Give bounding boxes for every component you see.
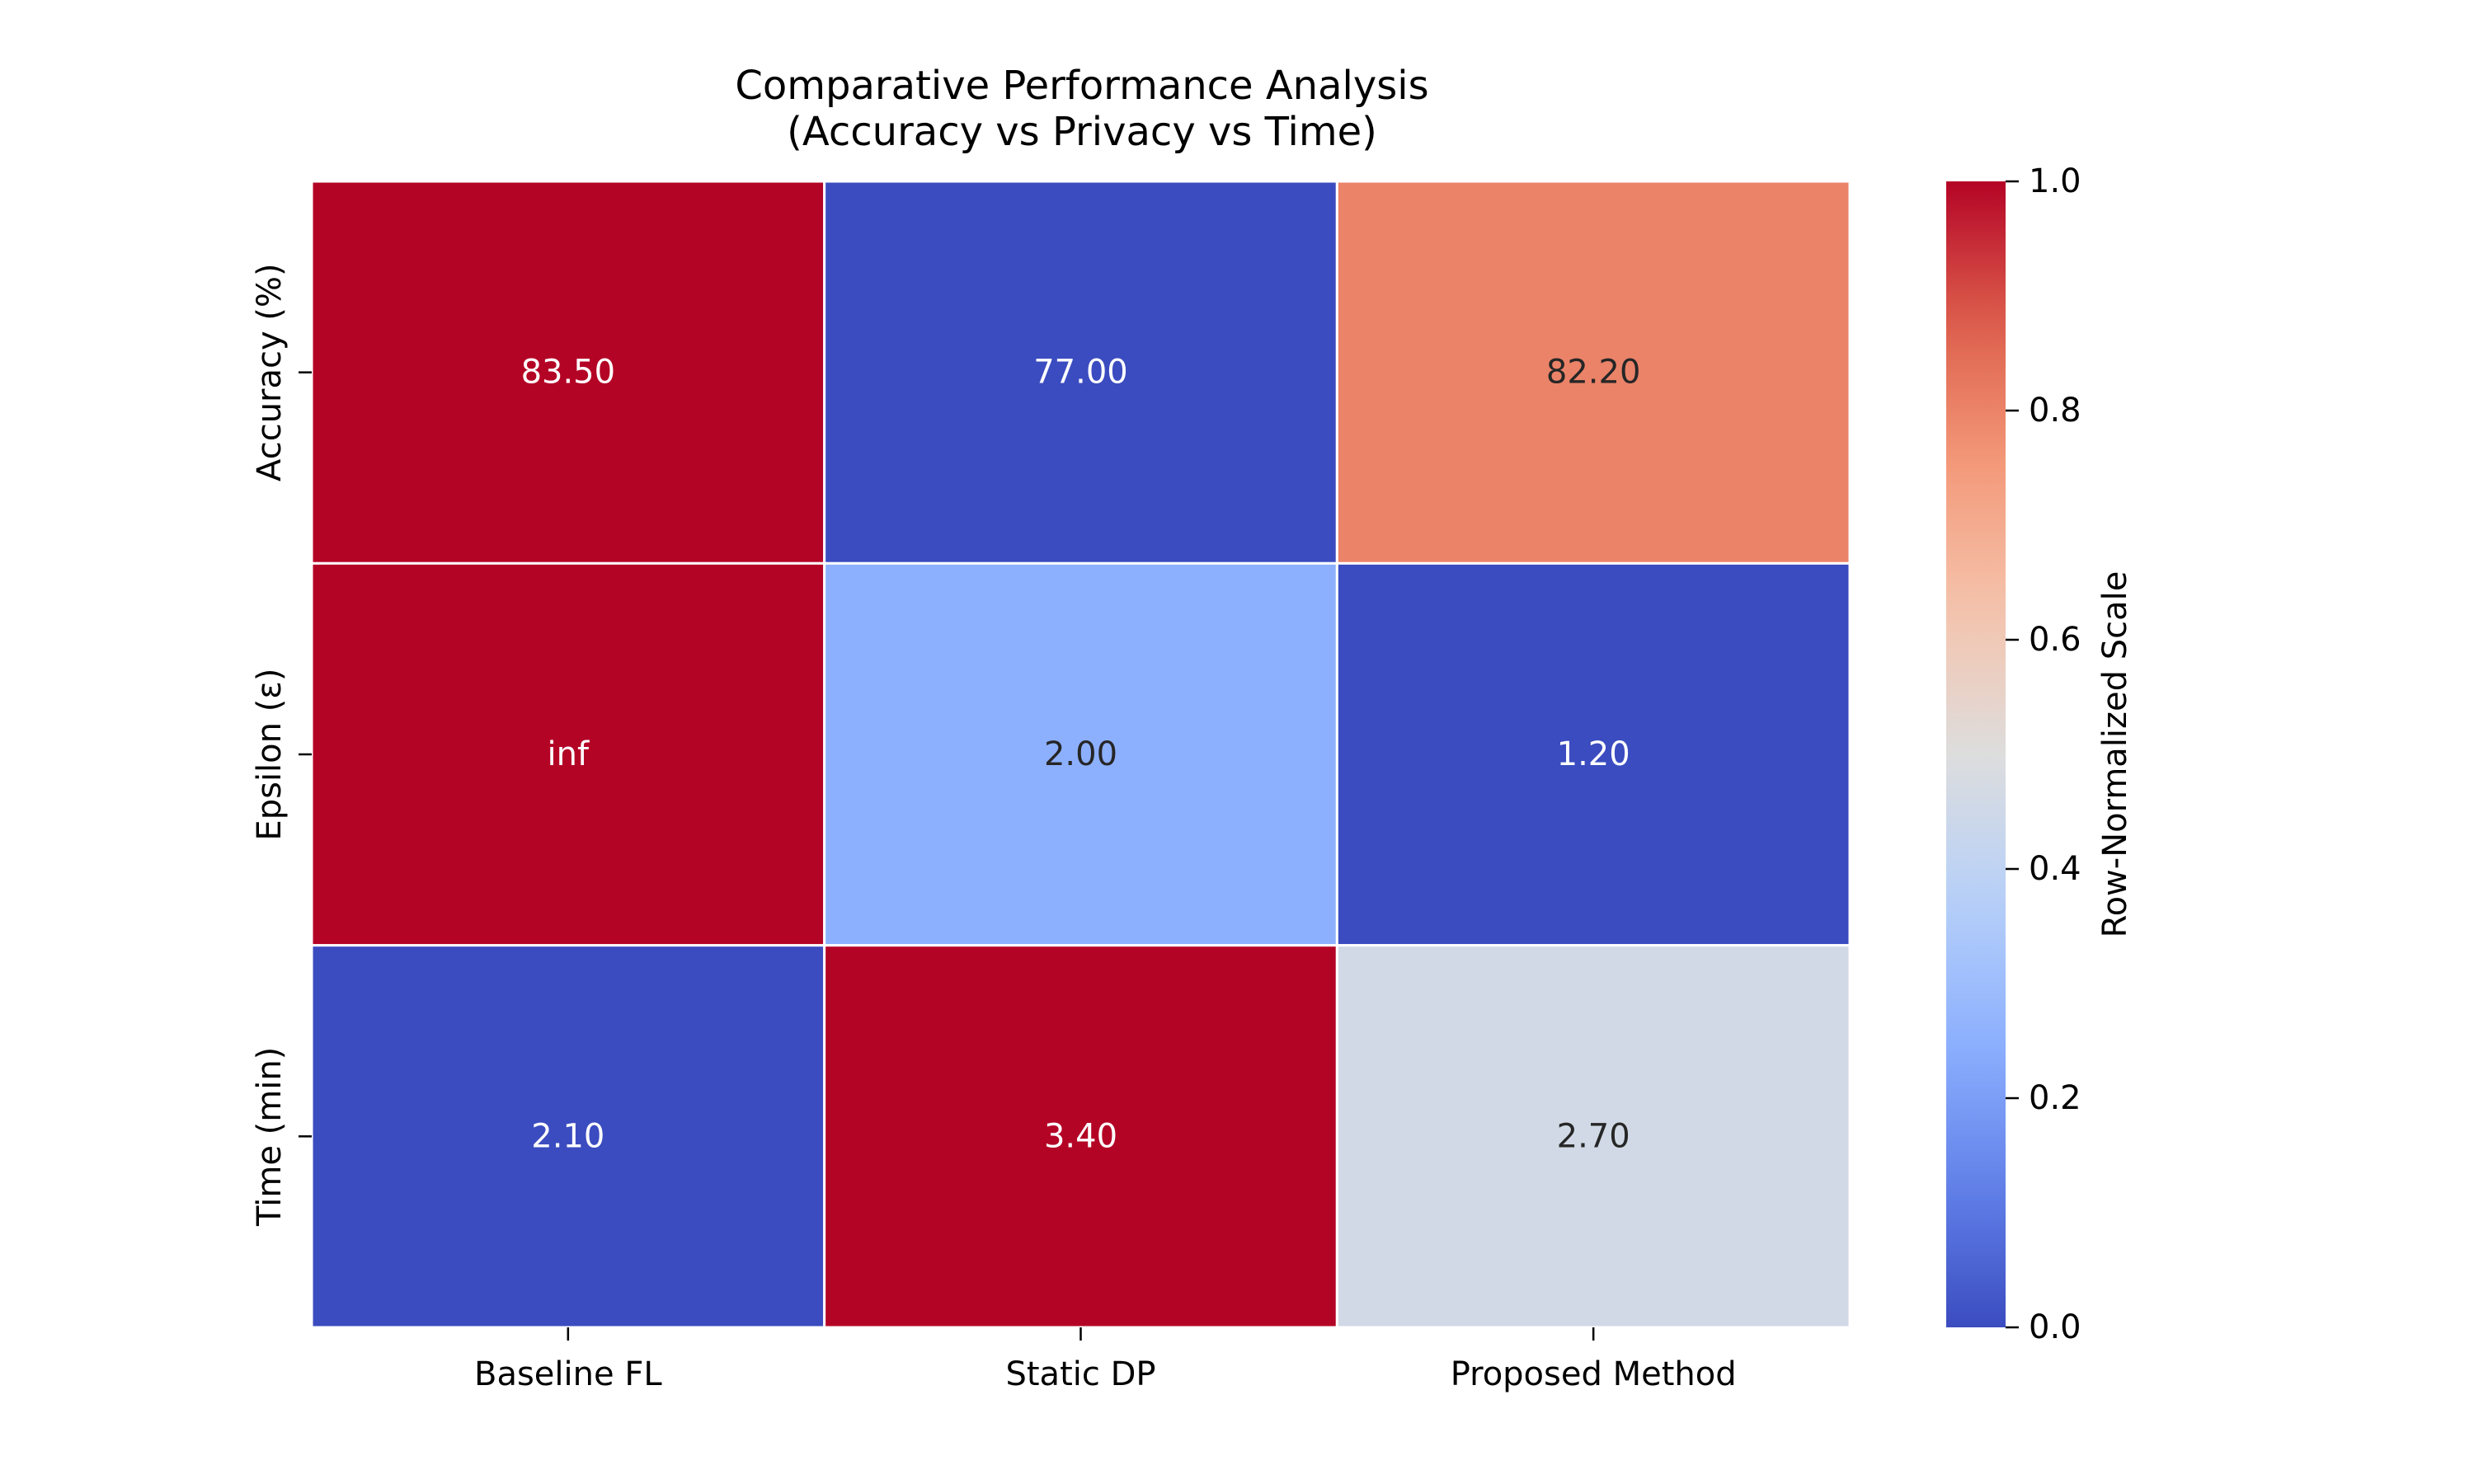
colorbar-ticks: 0.0 0.2 0.4 0.6 0.8 1.0: [2006, 162, 2081, 1346]
heatmap-cells: [310, 180, 1851, 1329]
heatmap-cell-r2-c1: [823, 944, 1338, 1329]
y-tick-label-0: Accuracy (%): [251, 263, 289, 481]
y-tick-label-1: Epsilon (ε): [251, 668, 289, 840]
heatmap-cell-labels: 83.50 77.00 82.20 inf 2.00 1.20 2.10 3.40 2.70: [521, 354, 1641, 1156]
heatmap-cell-r1-c1: [823, 561, 1338, 947]
heatmap-cell-r2-c0: [310, 944, 826, 1329]
heatmap-cell-r0-c0: [310, 180, 826, 565]
cell-label-r0-c2: 82.20: [1546, 354, 1641, 392]
cell-label-r0-c1: 77.00: [1033, 354, 1128, 392]
colorbar-tick-label-2: 0.4: [2029, 850, 2081, 888]
cell-label-r0-c0: 83.50: [521, 354, 616, 392]
heatmap-cell-r0-c1: [823, 180, 1338, 565]
cell-label-r2-c2: 2.70: [1557, 1117, 1630, 1155]
colorbar-tick-label-1: 0.2: [2029, 1079, 2081, 1117]
chart-title-line-1: Comparative Performance Analysis: [735, 63, 1428, 109]
heatmap-cell-r0-c2: [1335, 180, 1851, 565]
colorbar-tick-label-3: 0.6: [2029, 621, 2081, 659]
cell-label-r1-c1: 2.00: [1044, 735, 1117, 773]
chart-title: Comparative Performance Analysis (Accura…: [735, 63, 1428, 155]
colorbar-tick-label-5: 1.0: [2029, 162, 2081, 200]
cell-label-r1-c2: 1.20: [1557, 735, 1630, 773]
heatmap-cell-r1-c2: [1335, 561, 1851, 947]
cell-label-r2-c0: 2.10: [531, 1117, 604, 1155]
x-tick-label-2: Proposed Method: [1451, 1355, 1737, 1393]
colorbar-tick-label-4: 0.8: [2029, 392, 2081, 430]
cell-label-r1-c0: inf: [548, 735, 590, 773]
colorbar: 0.0 0.2 0.4 0.6 0.8 1.0 Row-Normalized Scale: [1946, 162, 2134, 1346]
heatmap-cell-r1-c0: [310, 561, 826, 947]
chart-title-line-2: (Accuracy vs Privacy vs Time): [787, 109, 1377, 155]
colorbar-tick-label-0: 0.0: [2029, 1308, 2081, 1346]
y-tick-label-2: Time (min): [251, 1047, 289, 1227]
cell-label-r2-c1: 3.40: [1044, 1117, 1117, 1155]
x-axis: Baseline FL Static DP Proposed Method: [474, 1327, 1737, 1393]
y-axis: Accuracy (%) Epsilon (ε) Time (min): [251, 263, 312, 1227]
colorbar-bar: [1946, 181, 2006, 1327]
x-tick-label-0: Baseline FL: [474, 1355, 662, 1393]
x-tick-label-1: Static DP: [1005, 1355, 1155, 1393]
colorbar-label: Row-Normalized Scale: [2096, 571, 2134, 938]
